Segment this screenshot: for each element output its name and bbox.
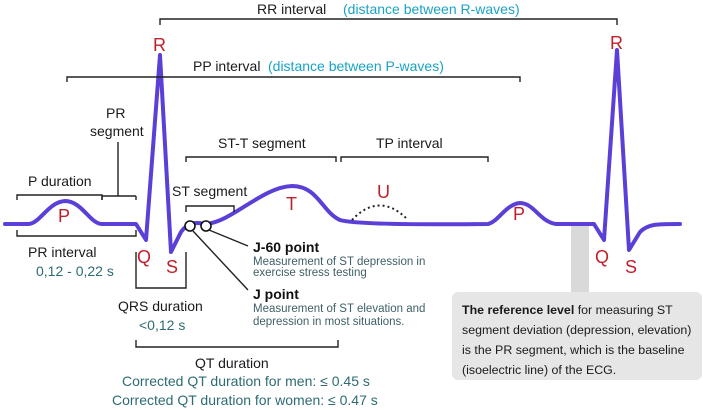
pr-segment-label-1: PR <box>106 105 125 121</box>
st-t-bracket <box>185 156 337 162</box>
qrs-bracket <box>135 252 187 289</box>
jpoint-pointer <box>192 230 249 291</box>
pp-detail: (distance between P-waves) <box>268 58 444 74</box>
q-wave-label-2: Q <box>595 247 609 267</box>
p-duration-label: P duration <box>28 173 92 189</box>
reference-note-text: for measuring ST segment deviation (depr… <box>462 303 692 377</box>
st-segment-bracket <box>185 205 235 212</box>
s-wave-label: S <box>166 257 178 277</box>
s-wave-label-2: S <box>625 257 637 277</box>
qt-women: Corrected QT duration for women: ≤ 0.47 … <box>112 392 378 408</box>
qrs-value: <0,12 s <box>139 317 185 333</box>
p-duration-bracket <box>16 194 103 200</box>
ecg-trace <box>3 48 682 254</box>
pr-interval-value: 0,12 - 0,22 s <box>36 263 114 279</box>
u-wave-label: U <box>377 182 390 202</box>
qt-bracket <box>135 340 339 348</box>
tp-label: TP interval <box>376 135 443 151</box>
j60-desc-2: exercise stress testing <box>253 267 367 279</box>
jpoint-desc-2: depression in most situations. <box>253 316 405 328</box>
p-wave-label: P <box>58 206 70 226</box>
u-wave <box>351 204 409 221</box>
j60-point-marker <box>200 220 212 232</box>
jpoint-desc-1: Measurement of ST elevation and <box>253 303 425 315</box>
qt-men: Corrected QT duration for men: ≤ 0.45 s <box>122 373 370 389</box>
pr-interval-bracket <box>16 230 137 237</box>
st-t-label: ST-T segment <box>218 135 306 151</box>
j60-title: J-60 point <box>253 239 319 255</box>
rr-label: RR interval <box>257 1 326 17</box>
j60-pointer <box>208 229 249 247</box>
st-segment-label: ST segment <box>172 183 247 199</box>
q-wave-label: Q <box>137 247 151 267</box>
pr-interval-label: PR interval <box>28 244 96 260</box>
qrs-label: QRS duration <box>118 298 203 314</box>
reference-band <box>571 226 589 296</box>
t-wave-label: T <box>286 194 297 214</box>
reference-note: The reference level for measuring ST seg… <box>452 292 702 380</box>
rr-detail: (distance between R-waves) <box>343 1 520 17</box>
qt-label: QT duration <box>195 355 269 371</box>
j-point-marker <box>184 220 196 232</box>
jpoint-title: J point <box>253 286 299 302</box>
pr-segment-label-2: segment <box>90 123 144 139</box>
p-wave-label-2: P <box>513 204 525 224</box>
rr-bracket <box>159 18 618 25</box>
pr-segment-bracket <box>101 142 137 200</box>
pp-bracket <box>66 76 521 82</box>
pp-label: PP interval <box>193 58 260 74</box>
r-wave-label-2: R <box>610 33 623 53</box>
tp-bracket <box>340 156 489 162</box>
reference-note-bold: The reference level <box>462 303 575 317</box>
j60-desc-1: Measurement of ST depression in <box>253 256 425 268</box>
r-wave-label: R <box>153 35 166 55</box>
